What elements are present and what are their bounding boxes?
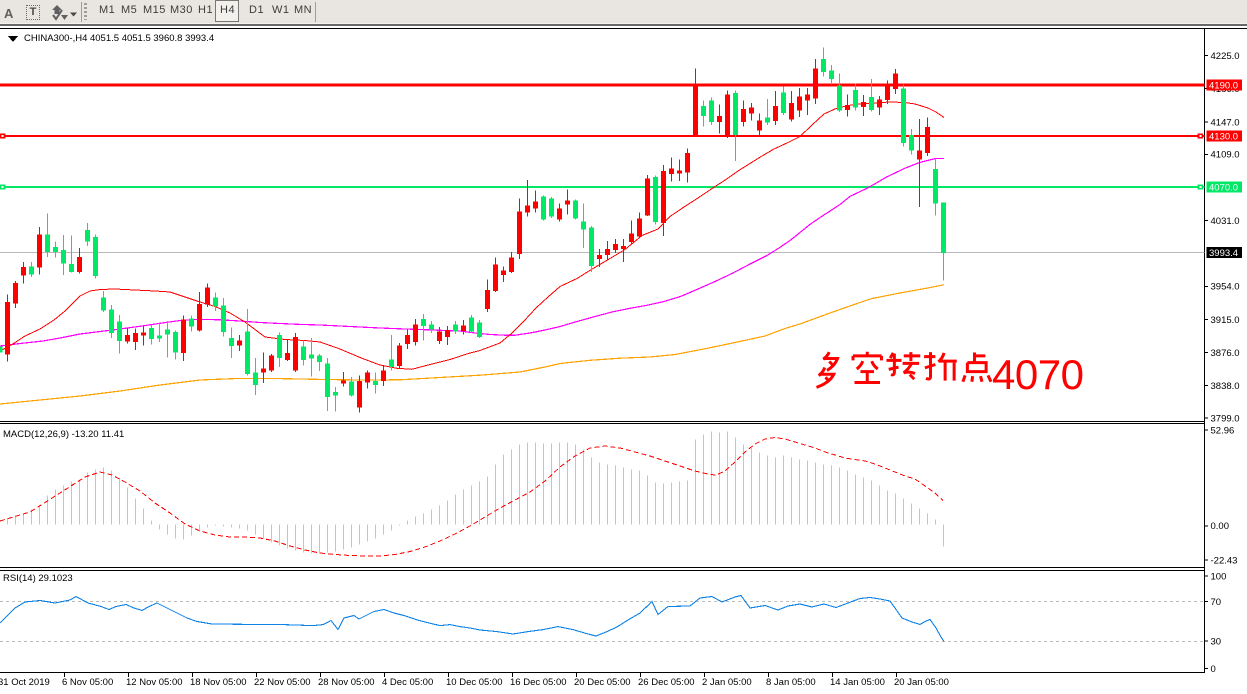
svg-text:4190.0: 4190.0	[1209, 81, 1238, 92]
svg-text:70: 70	[1211, 597, 1222, 608]
svg-text:4109.0: 4109.0	[1211, 150, 1240, 161]
svg-text:8 Jan 05:00: 8 Jan 05:00	[766, 677, 816, 688]
svg-text:52.96: 52.96	[1211, 426, 1235, 437]
svg-text:3838.0: 3838.0	[1211, 381, 1240, 392]
svg-text:4070: 4070	[992, 351, 1083, 398]
svg-text:4031.0: 4031.0	[1211, 216, 1240, 227]
svg-text:30: 30	[1211, 636, 1222, 647]
svg-text:2 Jan 05:00: 2 Jan 05:00	[702, 677, 752, 688]
svg-text:20 Jan 05:00: 20 Jan 05:00	[894, 677, 949, 688]
svg-text:4130.0: 4130.0	[1209, 132, 1238, 143]
svg-text:3915.0: 3915.0	[1211, 315, 1240, 326]
svg-text:-22.43: -22.43	[1211, 556, 1238, 567]
svg-text:RSI(14) 29.1023: RSI(14) 29.1023	[3, 573, 73, 584]
svg-text:22 Nov 05:00: 22 Nov 05:00	[254, 677, 311, 688]
svg-text:31 Oct 2019: 31 Oct 2019	[0, 677, 50, 688]
svg-text:4070.0: 4070.0	[1209, 183, 1238, 194]
svg-text:CHINA300-,H4 4051.5 4051.5 39: CHINA300-,H4 4051.5 4051.5 3960.8 3993.4	[24, 33, 214, 44]
svg-text:16 Dec 05:00: 16 Dec 05:00	[510, 677, 567, 688]
svg-text:3799.0: 3799.0	[1211, 413, 1240, 424]
svg-text:4147.0: 4147.0	[1211, 117, 1240, 128]
svg-text:3954.0: 3954.0	[1211, 282, 1240, 293]
svg-text:6 Nov 05:00: 6 Nov 05:00	[62, 677, 113, 688]
svg-text:3876.0: 3876.0	[1211, 348, 1240, 359]
svg-text:12 Nov 05:00: 12 Nov 05:00	[126, 677, 183, 688]
svg-text:0: 0	[1211, 664, 1216, 675]
svg-text:MACD(12,26,9) -13.20 11.41: MACD(12,26,9) -13.20 11.41	[3, 429, 124, 440]
svg-text:26 Dec 05:00: 26 Dec 05:00	[638, 677, 695, 688]
svg-text:4225.0: 4225.0	[1211, 51, 1240, 62]
svg-text:100: 100	[1211, 571, 1227, 582]
svg-text:3993.4: 3993.4	[1209, 248, 1238, 259]
svg-text:0.00: 0.00	[1211, 521, 1230, 532]
svg-text:10 Dec 05:00: 10 Dec 05:00	[446, 677, 503, 688]
svg-text:18 Nov 05:00: 18 Nov 05:00	[190, 677, 247, 688]
svg-text:20 Dec 05:00: 20 Dec 05:00	[574, 677, 631, 688]
svg-text:14 Jan 05:00: 14 Jan 05:00	[830, 677, 885, 688]
svg-text:4 Dec 05:00: 4 Dec 05:00	[382, 677, 433, 688]
svg-text:28 Nov 05:00: 28 Nov 05:00	[318, 677, 375, 688]
